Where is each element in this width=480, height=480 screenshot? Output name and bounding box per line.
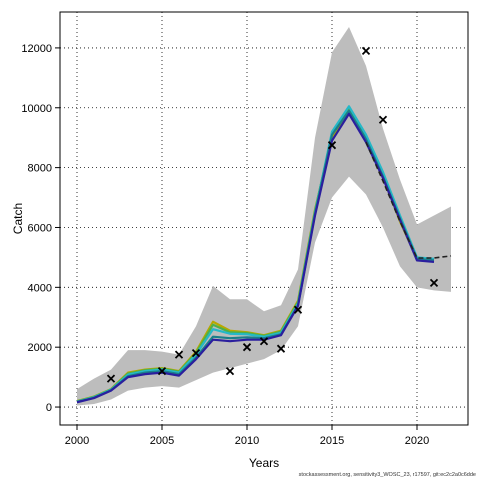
observed-point bbox=[242, 343, 252, 352]
observed-point-stroke bbox=[106, 374, 116, 383]
y-tick-label: 10000 bbox=[21, 103, 52, 115]
series-line-6 bbox=[365, 141, 452, 259]
observed-point bbox=[327, 141, 337, 150]
y-tick-label: 4000 bbox=[28, 282, 52, 294]
x-tick-label: 2000 bbox=[65, 435, 89, 447]
x-axis-title: Years bbox=[249, 456, 279, 470]
observed-point-stroke bbox=[276, 344, 286, 353]
observed-point bbox=[293, 305, 303, 314]
axes: 2000 2005 2010 2015 2020 0 2000 4000 6000 8000 100… bbox=[21, 43, 429, 447]
observed-points bbox=[106, 46, 439, 383]
y-tick-label: 0 bbox=[46, 402, 52, 414]
confidence-band-area bbox=[77, 26, 451, 406]
observed-point-stroke bbox=[157, 366, 167, 376]
y-tick-label: 2000 bbox=[28, 342, 52, 354]
observed-point bbox=[378, 115, 388, 124]
observed-point bbox=[429, 278, 439, 287]
x-tick-label: 2005 bbox=[150, 435, 174, 447]
observed-point-stroke bbox=[191, 349, 201, 358]
observed-point-stroke bbox=[429, 278, 439, 287]
series-line-3 bbox=[76, 105, 435, 403]
observed-point bbox=[106, 374, 116, 383]
y-tick-label: 12000 bbox=[21, 43, 52, 55]
observed-point bbox=[157, 366, 167, 376]
observed-point bbox=[225, 366, 235, 376]
observed-point bbox=[174, 350, 184, 359]
footer-note: stockassessment.org, sensitivity3_WOSC_2… bbox=[299, 472, 476, 478]
observed-point bbox=[259, 337, 269, 346]
x-tick-label: 2020 bbox=[405, 435, 429, 447]
plot-frame bbox=[59, 11, 469, 426]
observed-point-stroke bbox=[174, 350, 184, 359]
observed-point-stroke bbox=[225, 366, 235, 376]
y-axis-title: Catch bbox=[11, 203, 25, 234]
observed-point-stroke bbox=[259, 337, 269, 346]
x-tick-label: 2010 bbox=[235, 435, 259, 447]
observed-point bbox=[361, 46, 371, 56]
series-lines bbox=[76, 105, 452, 404]
observed-point-stroke bbox=[242, 343, 252, 352]
y-tick-label: 8000 bbox=[28, 163, 52, 175]
observed-point-stroke bbox=[327, 141, 337, 150]
observed-point-stroke bbox=[361, 46, 371, 56]
observed-point bbox=[191, 349, 201, 358]
confidence-band bbox=[77, 26, 451, 406]
observed-point-stroke bbox=[378, 115, 388, 124]
observed-point-stroke bbox=[293, 305, 303, 314]
y-tick-label: 6000 bbox=[28, 222, 52, 234]
x-tick-label: 2015 bbox=[320, 435, 344, 447]
observed-point bbox=[276, 344, 286, 353]
